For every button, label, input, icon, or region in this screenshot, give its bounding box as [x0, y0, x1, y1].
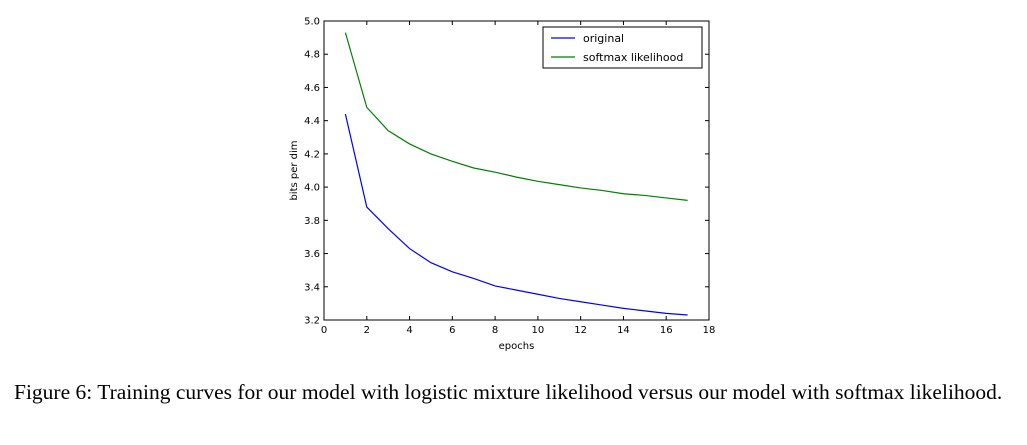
x-tick-label: 14 [617, 325, 630, 336]
y-tick-label: 3.2 [304, 316, 320, 327]
series-line-original [344, 113, 688, 316]
y-tick-label: 4.6 [304, 83, 320, 94]
y-tick-label: 5.0 [304, 17, 320, 28]
x-tick-label: 16 [660, 325, 673, 336]
x-axis-label: epochs [499, 341, 535, 352]
series-lines [344, 32, 688, 316]
x-tick-label: 12 [574, 325, 587, 336]
y-tick-label: 4.8 [304, 50, 320, 61]
figure-caption: Figure 6: Training curves for our model … [14, 380, 1003, 404]
x-tick-label: 18 [703, 325, 716, 336]
y-tick-label: 4.4 [304, 116, 320, 127]
y-tick-label: 3.6 [304, 249, 320, 260]
y-tick-label: 3.4 [304, 282, 320, 293]
legend: original softmax likelihood [542, 26, 703, 69]
x-tick-label: 8 [492, 325, 498, 336]
legend-box [542, 26, 703, 69]
x-tick-label: 4 [406, 325, 412, 336]
x-tick-label: 0 [321, 325, 327, 336]
x-tick-label: 10 [532, 325, 545, 336]
legend-label-softmax-likelihood: softmax likelihood [583, 51, 683, 64]
series-line-softmax-likelihood [344, 32, 688, 201]
y-tick-label: 4.2 [304, 149, 320, 160]
y-axis-label: bits per dim [289, 140, 300, 200]
line-chart: 0 2 4 6 8 10 12 14 16 18 3.2 3.4 3.6 3.8 4.0 4.2 4.4 4.6 4… [289, 17, 715, 353]
x-tick-label: 2 [364, 325, 370, 336]
axis-ticks: 0 2 4 6 8 10 12 14 16 18 3.2 3.4 3.6 3.8 4.0 4.2 4.4 4.6 4… [304, 17, 715, 337]
plot-area [323, 20, 710, 321]
y-tick-label: 3.8 [304, 216, 320, 227]
y-tick-label: 4.0 [304, 183, 320, 194]
legend-label-original: original [583, 32, 624, 45]
x-tick-label: 6 [449, 325, 455, 336]
